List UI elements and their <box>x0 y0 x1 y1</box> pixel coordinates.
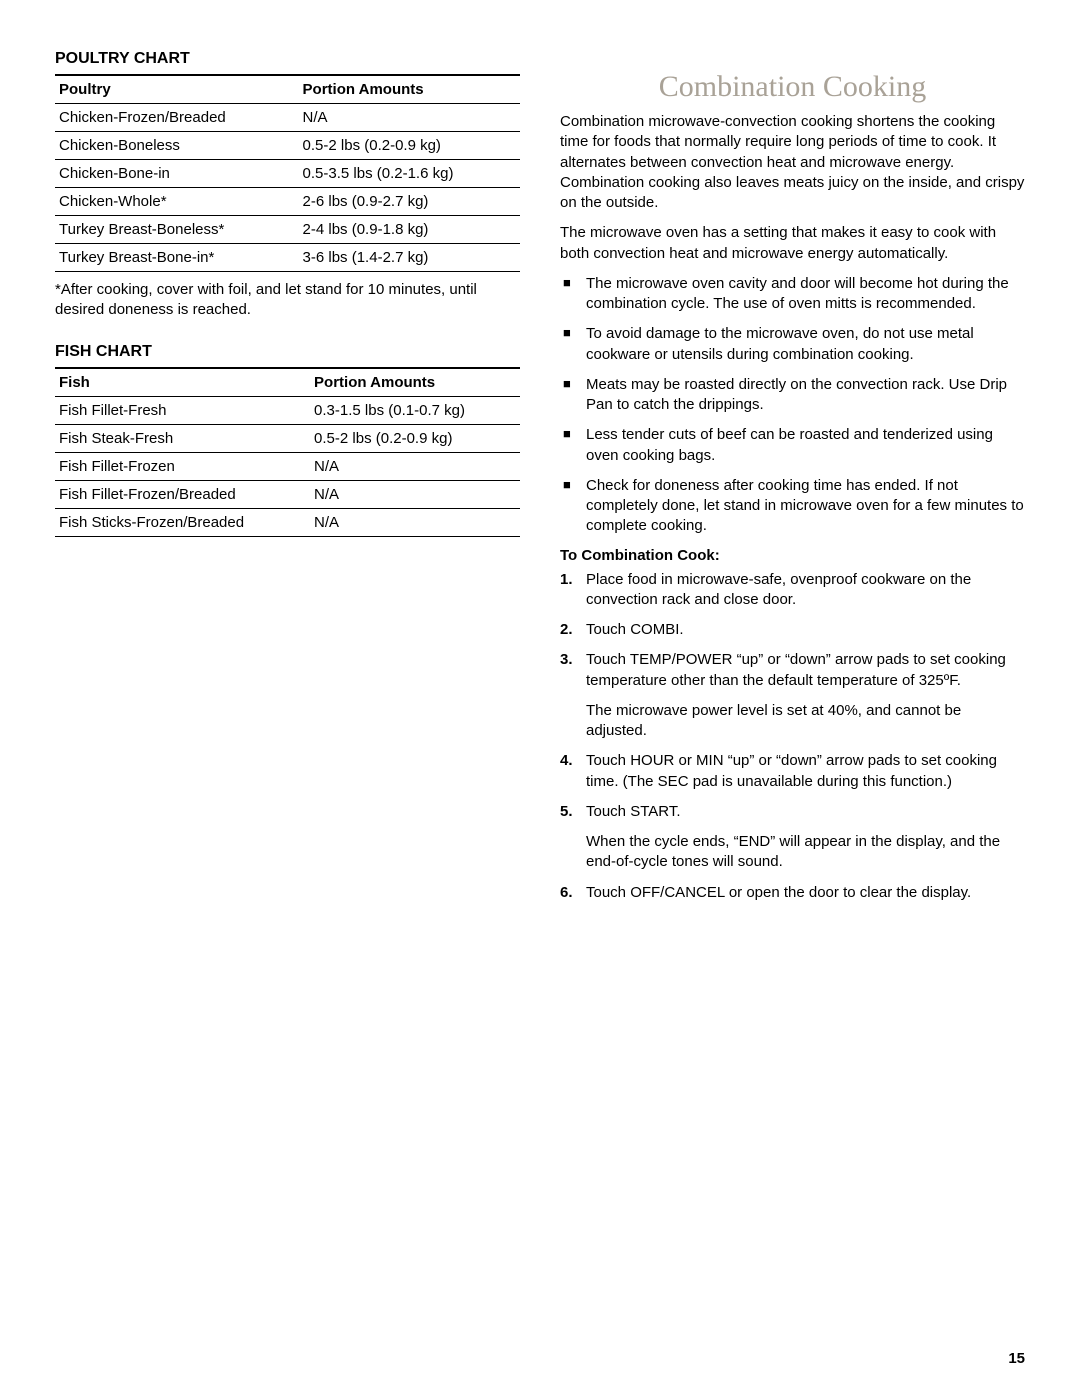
list-item: Check for doneness after cooking time ha… <box>560 476 1025 537</box>
step-text: Place food in microwave-safe, ovenproof … <box>586 571 971 608</box>
fish-header-1: Portion Amounts <box>310 368 520 397</box>
cell: 0.5-2 lbs (0.2-0.9 kg) <box>310 424 520 452</box>
step-text: Touch HOUR or MIN “up” or “down” arrow p… <box>586 752 997 789</box>
cell: 3-6 lbs (1.4-2.7 kg) <box>299 244 520 272</box>
cell: Fish Fillet-Frozen/Breaded <box>55 480 310 508</box>
cell: 0.5-2 lbs (0.2-0.9 kg) <box>299 132 520 160</box>
page-number: 15 <box>1008 1350 1025 1367</box>
combo-para-1: Combination microwave-convection cooking… <box>560 112 1025 213</box>
table-row: Fish Steak-Fresh0.5-2 lbs (0.2-0.9 kg) <box>55 424 520 452</box>
to-combination-cook-title: To Combination Cook: <box>560 547 1025 564</box>
list-item: Meats may be roasted directly on the con… <box>560 375 1025 416</box>
step: Touch TEMP/POWER “up” or “down” arrow pa… <box>560 650 1025 741</box>
cell: 0.5-3.5 lbs (0.2-1.6 kg) <box>299 160 520 188</box>
poultry-header-1: Portion Amounts <box>299 75 520 104</box>
cell: N/A <box>310 508 520 536</box>
step: Touch START. When the cycle ends, “END” w… <box>560 802 1025 873</box>
fish-chart-title: Fish Chart <box>55 343 520 361</box>
cell: 2-6 lbs (0.9-2.7 kg) <box>299 188 520 216</box>
cell: Chicken-Whole* <box>55 188 299 216</box>
cell: Fish Steak-Fresh <box>55 424 310 452</box>
step-extra: The microwave power level is set at 40%,… <box>586 701 1025 742</box>
step-text: Touch START. <box>586 803 680 820</box>
list-item: To avoid damage to the microwave oven, d… <box>560 324 1025 365</box>
left-column: Poultry Chart Poultry Portion Amounts Ch… <box>55 50 520 913</box>
right-column: Combination Cooking Combination microwav… <box>560 50 1025 913</box>
poultry-footnote: *After cooking, cover with foil, and let… <box>55 280 520 321</box>
fish-table: Fish Portion Amounts Fish Fillet-Fresh0.… <box>55 367 520 537</box>
list-item: Less tender cuts of beef can be roasted … <box>560 425 1025 466</box>
table-row: Chicken-Bone-in0.5-3.5 lbs (0.2-1.6 kg) <box>55 160 520 188</box>
cell: Fish Fillet-Fresh <box>55 396 310 424</box>
table-row: Chicken-Frozen/BreadedN/A <box>55 104 520 132</box>
page-content: Poultry Chart Poultry Portion Amounts Ch… <box>55 50 1025 913</box>
poultry-header-0: Poultry <box>55 75 299 104</box>
cell: 2-4 lbs (0.9-1.8 kg) <box>299 216 520 244</box>
poultry-table: Poultry Portion Amounts Chicken-Frozen/B… <box>55 74 520 272</box>
step: Touch HOUR or MIN “up” or “down” arrow p… <box>560 751 1025 792</box>
combo-notes-list: The microwave oven cavity and door will … <box>560 274 1025 537</box>
step-text: Touch COMBI. <box>586 621 684 638</box>
cell: Turkey Breast-Bone-in* <box>55 244 299 272</box>
step: Place food in microwave-safe, ovenproof … <box>560 570 1025 611</box>
cell: 0.3-1.5 lbs (0.1-0.7 kg) <box>310 396 520 424</box>
cell: Fish Sticks-Frozen/Breaded <box>55 508 310 536</box>
cell: N/A <box>299 104 520 132</box>
table-row: Chicken-Whole*2-6 lbs (0.9-2.7 kg) <box>55 188 520 216</box>
step-extra: When the cycle ends, “END” will appear i… <box>586 832 1025 873</box>
cell: Chicken-Frozen/Breaded <box>55 104 299 132</box>
step-text: Touch TEMP/POWER “up” or “down” arrow pa… <box>586 651 1006 688</box>
table-row: Fish Fillet-Frozen/BreadedN/A <box>55 480 520 508</box>
combination-cooking-heading: Combination Cooking <box>560 70 1025 104</box>
combo-para-2: The microwave oven has a setting that ma… <box>560 223 1025 264</box>
cell: Turkey Breast-Boneless* <box>55 216 299 244</box>
table-row: Chicken-Boneless0.5-2 lbs (0.2-0.9 kg) <box>55 132 520 160</box>
cell: Fish Fillet-Frozen <box>55 452 310 480</box>
step: Touch OFF/CANCEL or open the door to cle… <box>560 883 1025 903</box>
table-row: Fish Fillet-Fresh0.3-1.5 lbs (0.1-0.7 kg… <box>55 396 520 424</box>
step: Touch COMBI. <box>560 620 1025 640</box>
table-row: Fish Fillet-FrozenN/A <box>55 452 520 480</box>
cell: N/A <box>310 480 520 508</box>
combination-cook-steps: Place food in microwave-safe, ovenproof … <box>560 570 1025 903</box>
list-item: The microwave oven cavity and door will … <box>560 274 1025 315</box>
table-row: Turkey Breast-Bone-in*3-6 lbs (1.4-2.7 k… <box>55 244 520 272</box>
step-text: Touch OFF/CANCEL or open the door to cle… <box>586 884 971 901</box>
table-row: Fish Sticks-Frozen/BreadedN/A <box>55 508 520 536</box>
table-row: Turkey Breast-Boneless*2-4 lbs (0.9-1.8 … <box>55 216 520 244</box>
poultry-chart-title: Poultry Chart <box>55 50 520 68</box>
fish-header-0: Fish <box>55 368 310 397</box>
cell: N/A <box>310 452 520 480</box>
cell: Chicken-Bone-in <box>55 160 299 188</box>
cell: Chicken-Boneless <box>55 132 299 160</box>
